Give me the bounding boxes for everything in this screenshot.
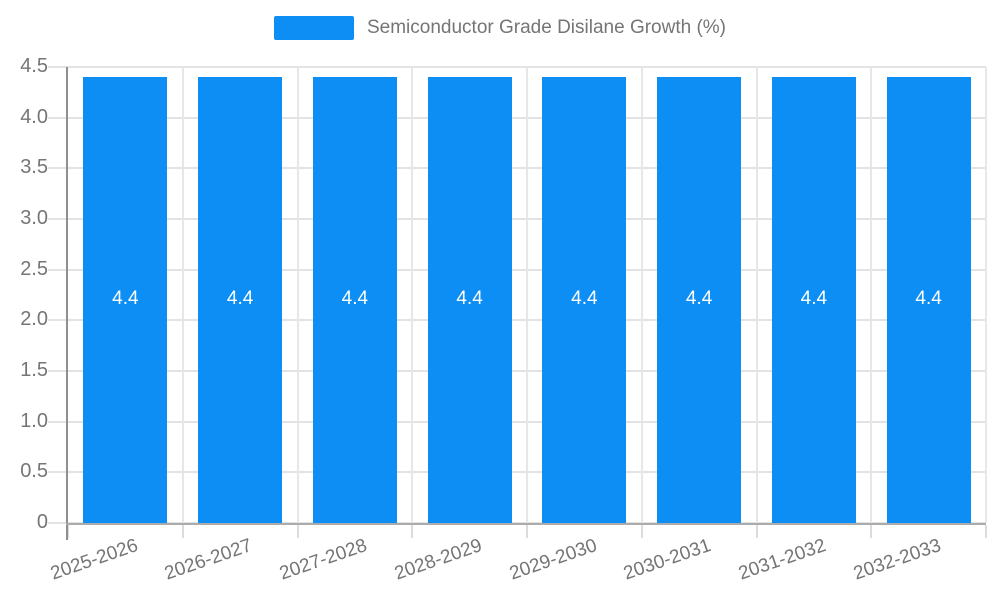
y-axis-tick-label: 4.5 — [20, 55, 48, 77]
x-axis-tick — [870, 525, 873, 538]
x-axis-tick — [640, 525, 643, 538]
bar-2032-2033[interactable] — [886, 77, 971, 523]
legend-swatch-icon — [273, 16, 354, 40]
bar-2029-2030[interactable] — [542, 77, 627, 523]
bar-2025-2026[interactable] — [83, 77, 168, 523]
bar-value-label: 4.4 — [571, 288, 598, 310]
x-axis-tick-label: 2030-2031 — [621, 535, 714, 585]
x-gridline — [411, 67, 414, 523]
bar-2027-2028[interactable] — [312, 77, 397, 523]
x-axis-line — [66, 523, 986, 525]
bar-2031-2032[interactable] — [771, 77, 856, 523]
x-gridline — [985, 67, 987, 523]
x-axis-tick — [985, 525, 987, 538]
bar-2030-2031[interactable] — [657, 77, 741, 523]
x-axis-tick-label: 2029-2030 — [506, 535, 600, 585]
x-gridline — [640, 67, 643, 523]
bar-value-label: 4.4 — [341, 288, 369, 310]
x-axis-tick — [755, 525, 758, 538]
y-axis-tick-label: 2.0 — [20, 308, 48, 331]
x-axis-tick — [411, 525, 414, 538]
x-gridline — [181, 67, 184, 523]
x-axis-tick — [296, 525, 299, 538]
y-gridline — [48, 116, 986, 119]
y-axis-tick-label: 3.0 — [20, 207, 48, 229]
bar-2026-2027[interactable] — [198, 77, 282, 523]
y-gridline — [48, 66, 986, 68]
bar-value-label: 4.4 — [226, 288, 254, 310]
y-axis-tick-label: 2.5 — [20, 257, 48, 280]
y-axis-tick-label: 4.0 — [20, 105, 48, 128]
bar-value-label: 4.4 — [800, 288, 828, 310]
y-axis-tick-label: 1.5 — [20, 359, 48, 381]
x-axis-tick-label: 2032-2033 — [850, 535, 944, 585]
bar-2028-2029[interactable] — [427, 77, 512, 523]
y-gridline — [48, 319, 986, 322]
x-axis-tick-label: 2028-2029 — [391, 535, 485, 585]
chart-legend[interactable]: Semiconductor Grade Disilane Growth (%) — [0, 16, 1000, 40]
x-axis-tick — [526, 525, 528, 538]
y-gridline — [48, 167, 986, 170]
bar-value-label: 4.4 — [915, 288, 942, 310]
legend-label: Semiconductor Grade Disilane Growth (%) — [366, 17, 727, 38]
bar-value-label: 4.4 — [456, 288, 483, 310]
x-axis-tick — [67, 525, 69, 538]
x-axis-tick-label: 2027-2028 — [276, 535, 370, 585]
x-gridline — [870, 67, 873, 523]
y-axis-tick-label: 0 — [36, 511, 48, 533]
x-gridline — [755, 67, 758, 523]
y-gridline — [48, 268, 986, 271]
y-gridline — [48, 471, 986, 474]
y-gridline — [48, 420, 986, 423]
y-axis-tick-label: 3.5 — [20, 156, 48, 179]
x-gridline — [296, 67, 299, 523]
bar-value-label: 4.4 — [685, 288, 713, 310]
y-gridline — [48, 218, 986, 220]
y-axis-line — [66, 67, 68, 540]
x-axis-tick — [181, 525, 184, 538]
x-gridline — [526, 67, 528, 523]
y-axis-tick-label: 1.0 — [20, 409, 48, 432]
y-gridline — [48, 370, 986, 372]
y-axis-tick-label: 0.5 — [20, 460, 48, 483]
x-axis-tick-label: 2031-2032 — [735, 535, 829, 585]
x-axis-tick-label: 2026-2027 — [162, 535, 255, 585]
bar-value-label: 4.4 — [112, 288, 139, 310]
x-axis-tick-label: 2025-2026 — [47, 535, 141, 585]
